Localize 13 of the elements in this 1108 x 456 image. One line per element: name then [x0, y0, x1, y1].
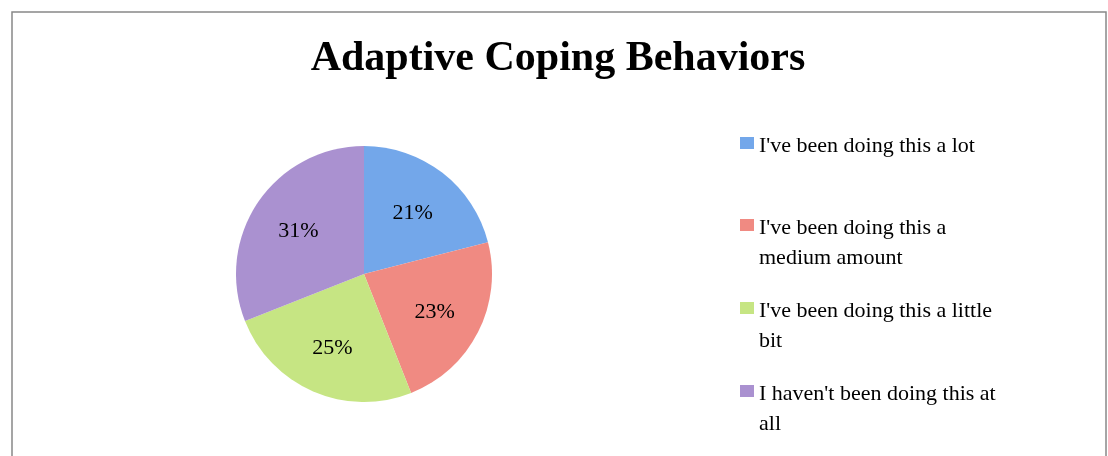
pie-slice — [236, 146, 364, 322]
pie-slice — [364, 242, 492, 394]
legend-label: I've been doing this a lot — [759, 131, 975, 157]
legend-label: I've been doing this a little bit — [759, 296, 993, 352]
pie-slice — [244, 274, 412, 402]
data-label: 31% — [278, 216, 319, 242]
chart-title: Adaptive Coping Behaviors — [310, 33, 806, 79]
data-label: 25% — [312, 334, 353, 360]
legend-label: I've been doing this a medium amount — [759, 213, 947, 269]
data-label: 23% — [414, 297, 455, 323]
legend-label: I haven't been doing this at all — [759, 379, 996, 435]
data-label: 21% — [392, 198, 433, 224]
pie-slice — [364, 146, 488, 274]
